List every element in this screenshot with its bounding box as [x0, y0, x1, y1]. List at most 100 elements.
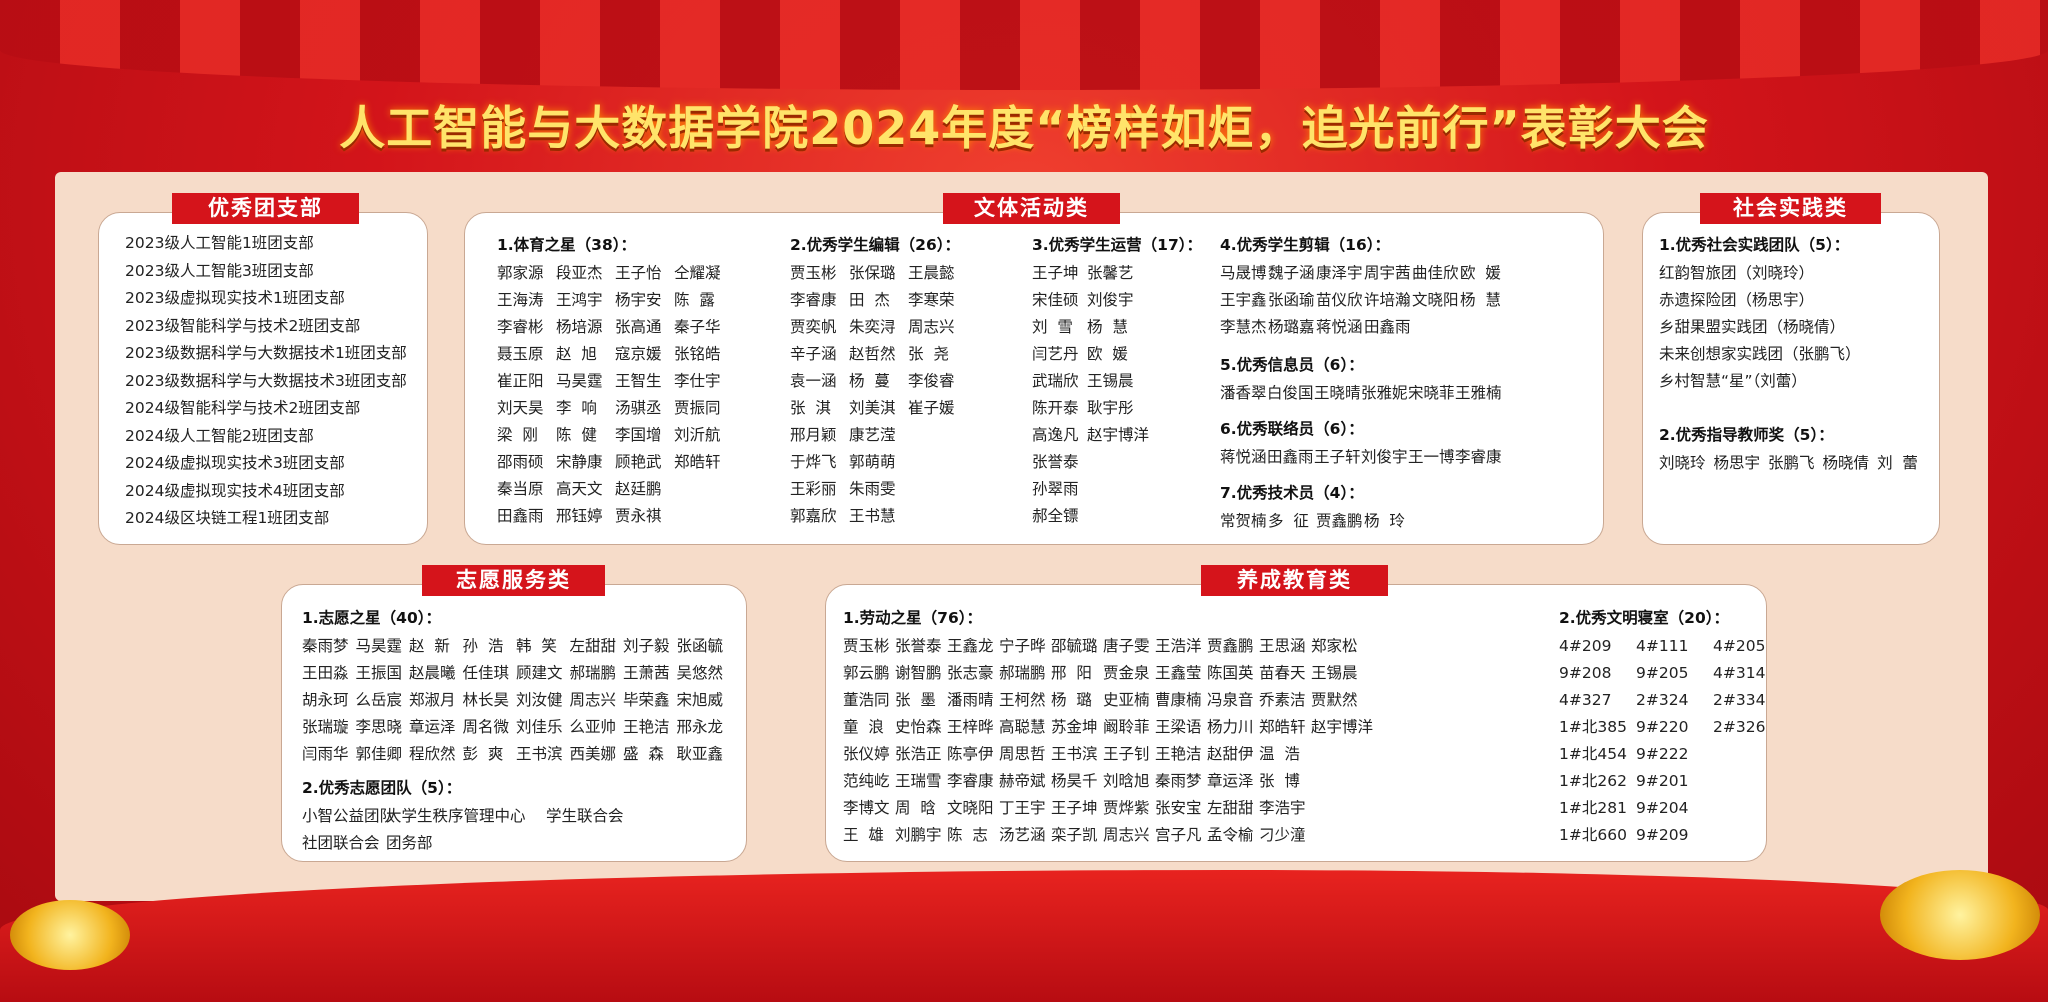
name-item: 白俊国 — [1267, 384, 1314, 402]
culture-header: 文体活动类 — [943, 193, 1120, 224]
name-item: 耿宇彤 — [1087, 399, 1134, 417]
name-item: 赫帝斌 — [999, 772, 1046, 790]
name-item: 杨宇安 — [615, 291, 662, 309]
name-item: 文晓阳 — [947, 799, 994, 817]
name-item: 孙 浩 — [462, 637, 504, 655]
name-item: 赵宇博洋 — [1087, 426, 1150, 444]
name-item: 张誉泰 — [1032, 453, 1079, 471]
name-item: 未来创想家实践团（张鹏飞） — [1659, 345, 1861, 363]
social-section: 1.优秀社会实践团队（5）： 红韵智旅团（刘晓玲） 赤遗探险团（杨思宇） 乡甜果盟实践… — [1659, 230, 1899, 395]
name-item: 4#205 — [1713, 637, 1766, 655]
name-item: 赤遗探险团（杨思宇） — [1659, 291, 1815, 309]
name-item: 1#北385 — [1559, 718, 1627, 736]
name-item: 童 浪 — [843, 718, 884, 736]
name-item: 周思哲 — [999, 745, 1046, 763]
name-item: 团务部 — [386, 834, 433, 852]
name-item: 周志兴 — [1103, 826, 1150, 844]
name-item: 王梓晔 — [947, 718, 994, 736]
name-item — [1713, 768, 1790, 795]
section-title: 1.志愿之星（40）： — [302, 609, 441, 627]
name-item: 阚聆菲 — [1103, 718, 1150, 736]
bottom-waves — [0, 870, 2048, 1002]
section-title: 3.优秀学生运营（17）： — [1032, 236, 1202, 254]
name-item: 魏子涵 — [1268, 264, 1315, 282]
name-item — [908, 422, 967, 449]
name-item: 赵廷鹏 — [615, 480, 662, 498]
name-item: 贾永祺 — [615, 507, 662, 525]
name-item: 汤艺涵 — [999, 826, 1046, 844]
name-item: 潘雨晴 — [947, 691, 994, 709]
name-item: 盛 森 — [623, 745, 664, 763]
name-item: 宁子晔 — [999, 637, 1046, 655]
name-item: 寇京媛 — [615, 345, 662, 363]
name-item: 邢永龙 — [676, 718, 724, 736]
name-item: 秦雨梦 — [1155, 772, 1202, 790]
name-item: 闫雨华 — [302, 745, 349, 763]
name-item: 9#220 — [1636, 718, 1689, 736]
name-item: 王子怡 — [615, 264, 662, 282]
name-item: 张 尧 — [908, 345, 949, 363]
name-item: 陈亭伊 — [947, 745, 994, 763]
name-item: 赵 新 — [409, 637, 450, 655]
name-item: 宫子凡 — [1155, 826, 1202, 844]
name-item: 赵晨曦 — [409, 664, 456, 682]
name-item — [1311, 741, 1363, 768]
name-item: 刘沂航 — [674, 426, 721, 444]
name-item: 杨 慧 — [1460, 291, 1501, 309]
name-item: 孟令榆 — [1207, 826, 1254, 844]
name-item: 康泽宇 — [1316, 264, 1363, 282]
name-item: 刘美淇 — [849, 399, 896, 417]
name-item: 胡永珂 — [302, 691, 349, 709]
name-item: 汤骐丞 — [615, 399, 662, 417]
name-item: 陈开泰 — [1032, 399, 1079, 417]
name-item: 刘 蕾 — [1877, 454, 1918, 472]
name-item: 贾奕帆 — [790, 318, 837, 336]
name-item: 田鑫雨 — [1364, 318, 1411, 336]
name-item: 聂玉原 — [497, 345, 544, 363]
name-item: 田鑫雨 — [1267, 448, 1314, 466]
name-item: 韩 笑 — [516, 637, 557, 655]
name-item: 郭萌萌 — [849, 453, 896, 471]
name-item: 马昊霆 — [355, 637, 403, 655]
name-item: 邵雨硕 — [497, 453, 544, 471]
name-item — [674, 476, 733, 503]
name-item: 刘俊宇 — [1087, 291, 1134, 309]
name-item: 闫艺丹 — [1032, 345, 1079, 363]
volunteer-box — [281, 584, 747, 862]
name-item: 刘佳乐 — [516, 718, 563, 736]
section-title: 4.优秀学生剪辑（16）： — [1220, 236, 1390, 254]
section-title: 7.优秀技术员（4）： — [1220, 484, 1364, 502]
branch-item: 2024级人工智能2班团支部 — [125, 426, 314, 445]
section-title: 6.优秀联络员（6）： — [1220, 420, 1364, 438]
name-item: 贾默然 — [1311, 691, 1358, 709]
name-item: 周志兴 — [569, 691, 617, 709]
name-item: 杨 蔓 — [849, 372, 890, 390]
name-item: 彭 爽 — [462, 745, 504, 763]
culture-section: 1.体育之星（38）： 郭家源 段亚杰 王子怡 仝耀凝 王海涛 王鸿宇 杨宇安陈 露李睿彬 杨培… — [497, 230, 733, 530]
name-item: 郭云鹏 — [843, 664, 890, 682]
name-item: 左甜甜 — [1207, 799, 1254, 817]
branch-item: 2024级虚拟现实技术3班团支部 — [125, 454, 345, 472]
name-item: 2#326 — [1713, 718, 1766, 736]
name-item: 王子坤 — [1032, 264, 1079, 282]
name-item: 9#204 — [1636, 799, 1689, 817]
name-item: 王鸿宇 — [556, 291, 603, 309]
name-item: 李浩宇 — [1259, 799, 1306, 817]
culture-section: 6.优秀联络员（6）： 蒋悦涵 田鑫雨 王子轩 刘俊宇 王一博 李睿康 — [1220, 414, 1502, 471]
name-item: 王宇鑫 — [1220, 291, 1267, 309]
name-item: 王梁语 — [1155, 718, 1202, 736]
name-item: 宋佳硕 — [1032, 291, 1079, 309]
section-title: 1.体育之星（38）： — [497, 236, 636, 254]
name-item: 周宇茜 — [1364, 264, 1411, 282]
name-item: 宋旭威 — [676, 691, 724, 709]
name-item: 邢钰婷 — [556, 507, 603, 525]
name-item: 王书慧 — [849, 507, 896, 525]
name-item: 王艳洁 — [1155, 745, 1202, 763]
name-item: 贾振同 — [674, 399, 721, 417]
name-item: 郝瑞鹏 — [569, 664, 617, 682]
name-item: 顾艳武 — [615, 453, 662, 471]
name-item — [1087, 476, 1142, 503]
name-item: 李博文 — [843, 799, 890, 817]
name-item: 左甜甜 — [569, 637, 617, 655]
name-item: 杨璐嘉 — [1268, 318, 1315, 336]
